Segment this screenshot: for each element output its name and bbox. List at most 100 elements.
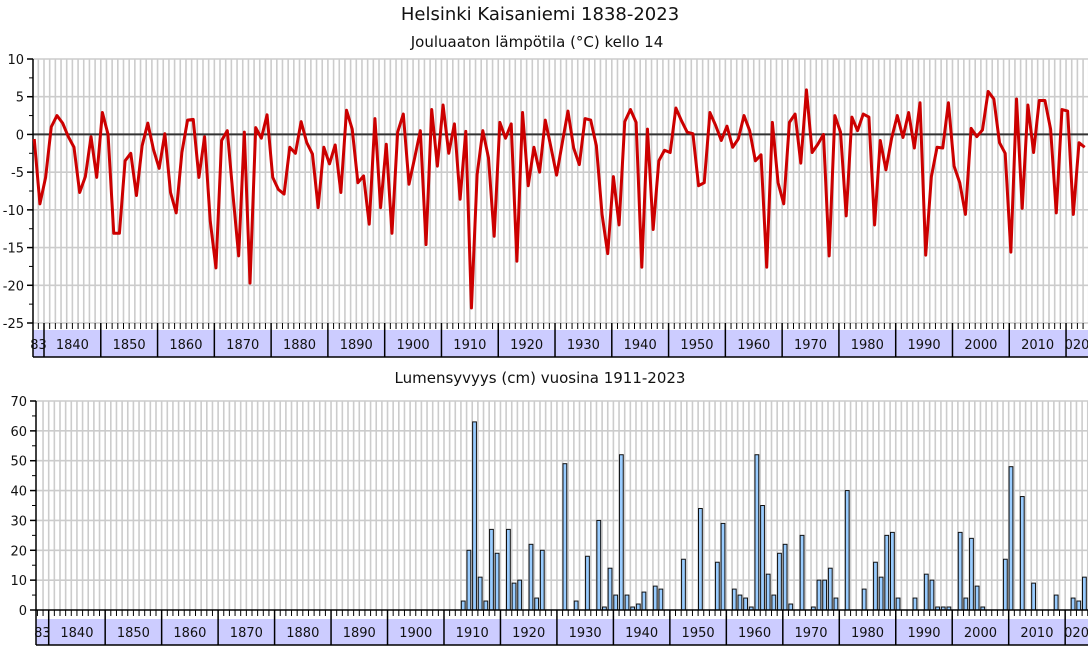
snow-bar <box>884 534 890 611</box>
snow-bar <box>652 585 658 611</box>
x-tick-label: 2010 <box>1021 338 1054 353</box>
snow-bar <box>890 531 895 611</box>
snow-bar <box>607 567 613 611</box>
snow-bar <box>658 588 664 611</box>
x-tick-label: 1970 <box>794 338 827 353</box>
y-tick-label: 5 <box>16 91 24 106</box>
snow-bar <box>635 603 641 611</box>
x-tick-label: 1990 <box>908 338 941 353</box>
x-tick-label: 1960 <box>737 338 770 353</box>
snow-bar <box>618 454 624 611</box>
x-tick-label: 1840 <box>56 338 89 353</box>
snow-bar <box>534 597 540 611</box>
x-tick-label: 83 <box>34 626 51 641</box>
x-tick-label: 1930 <box>567 338 600 353</box>
x-tick-label: 1850 <box>117 626 150 641</box>
snow-bar <box>878 576 884 611</box>
x-tick-label: 2010 <box>1020 626 1053 641</box>
snow-bar <box>782 543 788 611</box>
snow-bar <box>765 573 771 611</box>
snow-bar <box>698 507 703 611</box>
snow-bar <box>799 534 805 611</box>
x-tick-label: 1890 <box>340 338 373 353</box>
snow-bar <box>743 597 748 611</box>
snow-bar <box>1076 600 1082 611</box>
snow-bar <box>833 597 839 611</box>
snow-bar <box>494 552 500 611</box>
snow-bar <box>816 579 822 611</box>
y-tick-label: 30 <box>10 514 27 529</box>
snow-bar <box>923 573 929 611</box>
y-tick-label: -15 <box>3 242 24 257</box>
x-tick-label: 020 <box>1065 338 1088 353</box>
y-tick-label: 10 <box>10 574 27 589</box>
x-tick-label: 1910 <box>453 338 486 353</box>
snow-bar <box>1002 558 1008 611</box>
x-tick-label: 1860 <box>173 626 206 641</box>
bottom-chart-title: Lumensyvyys (cm) vuosina 1911-2023 <box>395 369 686 387</box>
x-tick-label: 1920 <box>512 626 545 641</box>
top-chart-title: Jouluaaton lämpötila (°C) kello 14 <box>410 33 664 51</box>
snow-bar <box>1053 594 1059 611</box>
y-tick-label: 10 <box>7 53 24 68</box>
x-tick-label: 1880 <box>286 626 319 641</box>
snow-bar <box>720 522 726 611</box>
snow-bar <box>788 603 794 611</box>
snow-bar <box>528 543 534 611</box>
snow-bar <box>771 594 777 611</box>
snow-bar <box>731 588 737 611</box>
x-axis-band <box>36 619 1088 645</box>
y-tick-label: 60 <box>10 425 27 440</box>
x-tick-label: 1870 <box>230 626 263 641</box>
x-tick-label: 1900 <box>397 338 430 353</box>
x-tick-label: 1980 <box>851 338 884 353</box>
snow-bar <box>489 528 494 611</box>
snow-bar <box>957 531 963 611</box>
y-tick-label: 40 <box>10 485 27 500</box>
snow-bar <box>1031 582 1036 611</box>
x-tick-label: 2000 <box>964 626 997 641</box>
x-tick-label: 1890 <box>343 626 376 641</box>
x-tick-label: 1960 <box>738 626 771 641</box>
snow-bar <box>613 594 619 611</box>
y-tick-label: 0 <box>16 128 24 143</box>
x-tick-label: 1840 <box>60 626 93 641</box>
y-tick-label: 50 <box>10 455 27 470</box>
snow-bar <box>517 579 523 611</box>
x-tick-label: 1980 <box>851 626 884 641</box>
snow-bar <box>506 528 511 611</box>
snow-bar <box>1070 597 1076 611</box>
snow-bar <box>460 600 466 611</box>
snow-bar <box>963 597 969 611</box>
x-tick-label: 1950 <box>680 338 713 353</box>
snow-bar <box>873 561 878 611</box>
temperature-series-line <box>32 88 1086 310</box>
x-tick-label: 1850 <box>113 338 146 353</box>
x-tick-label: 1950 <box>682 626 715 641</box>
x-tick-label: 1920 <box>510 338 543 353</box>
snow-bar <box>760 505 765 611</box>
temperature-line-chart: 10 5 0 -5 -10 -15 -20 -25 83 1840 1850 1860 1870 1880… <box>3 53 1088 358</box>
snow-bar <box>511 582 517 611</box>
snow-bar <box>861 588 867 611</box>
x-tick-label: 1870 <box>226 338 259 353</box>
y-tick-label: -20 <box>3 279 24 294</box>
snow-bar <box>466 549 472 611</box>
snow-bar <box>573 600 579 611</box>
snow-bar <box>585 555 590 611</box>
snow-bar <box>974 585 980 611</box>
x-tick-label: 1930 <box>569 626 602 641</box>
snow-bar <box>1082 576 1087 611</box>
snow-bar <box>641 591 647 611</box>
snow-bar <box>969 537 974 611</box>
snow-bar <box>624 594 630 611</box>
x-axis-band <box>33 330 1088 357</box>
y-tick-label: 20 <box>10 544 27 559</box>
snow-bar <box>929 579 935 611</box>
snow-bar <box>562 463 568 611</box>
snow-bar <box>777 552 782 611</box>
x-tick-label: 2000 <box>964 338 997 353</box>
snow-bar <box>472 421 477 611</box>
y-tick-label: -5 <box>11 166 24 181</box>
